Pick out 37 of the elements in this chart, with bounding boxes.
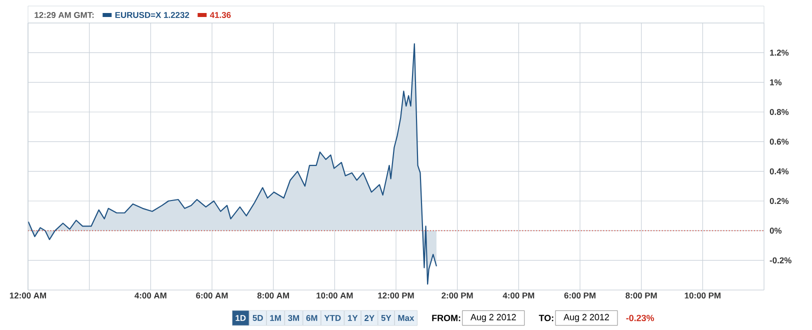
- x-tick-label: 10:00 AM: [316, 292, 353, 299]
- legend-label: 41.36: [210, 12, 231, 18]
- x-tick-label: 8:00 PM: [626, 292, 657, 299]
- x-tick-label: 6:00 AM: [196, 292, 228, 299]
- text: YTD: [324, 315, 341, 321]
- x-tick-label: 8:00 AM: [257, 292, 289, 299]
- x-tick-label: 4:00 PM: [502, 292, 534, 299]
- y-tick-label: 0.2%: [770, 198, 789, 204]
- text: TO:: [538, 314, 554, 322]
- y-tick-label: 1%: [770, 79, 782, 86]
- text: FROM:: [432, 314, 460, 322]
- x-tick-label: 4:00 AM: [134, 292, 166, 299]
- x-tick-label: 6:00 PM: [564, 292, 596, 299]
- text: 5Y: [381, 315, 392, 321]
- text: 1D: [236, 315, 246, 321]
- x-tick-label: 12:00 PM: [378, 292, 414, 299]
- text: 2Y: [364, 315, 374, 321]
- y-tick-label: 0.4%: [770, 168, 789, 174]
- y-tick-label: -0.2%: [770, 257, 792, 264]
- y-tick-label: 1.2%: [770, 50, 789, 56]
- legend-label: EURUSD=X 1.2232: [115, 12, 190, 18]
- x-tick-label: 12:00 AM: [10, 292, 46, 299]
- text: 3M: [288, 315, 300, 322]
- x-tick-label: 10:00 PM: [684, 292, 720, 299]
- text: 6M: [306, 315, 318, 321]
- text: 5D: [252, 315, 263, 321]
- text: 1M: [270, 315, 281, 321]
- y-tick-label: 0.8%: [770, 109, 789, 115]
- text: 12:29 AM GMT:: [34, 12, 94, 18]
- y-tick-label: 0%: [770, 228, 782, 234]
- text: Aug 2 2012: [470, 314, 516, 322]
- text: Aug 2 2012: [564, 314, 609, 322]
- y-tick-label: 0.6%: [770, 138, 789, 145]
- text: 1Y: [348, 315, 358, 321]
- x-tick-label: 2:00 PM: [442, 292, 473, 299]
- text: -0.23%: [626, 314, 654, 322]
- text: Max: [398, 315, 414, 321]
